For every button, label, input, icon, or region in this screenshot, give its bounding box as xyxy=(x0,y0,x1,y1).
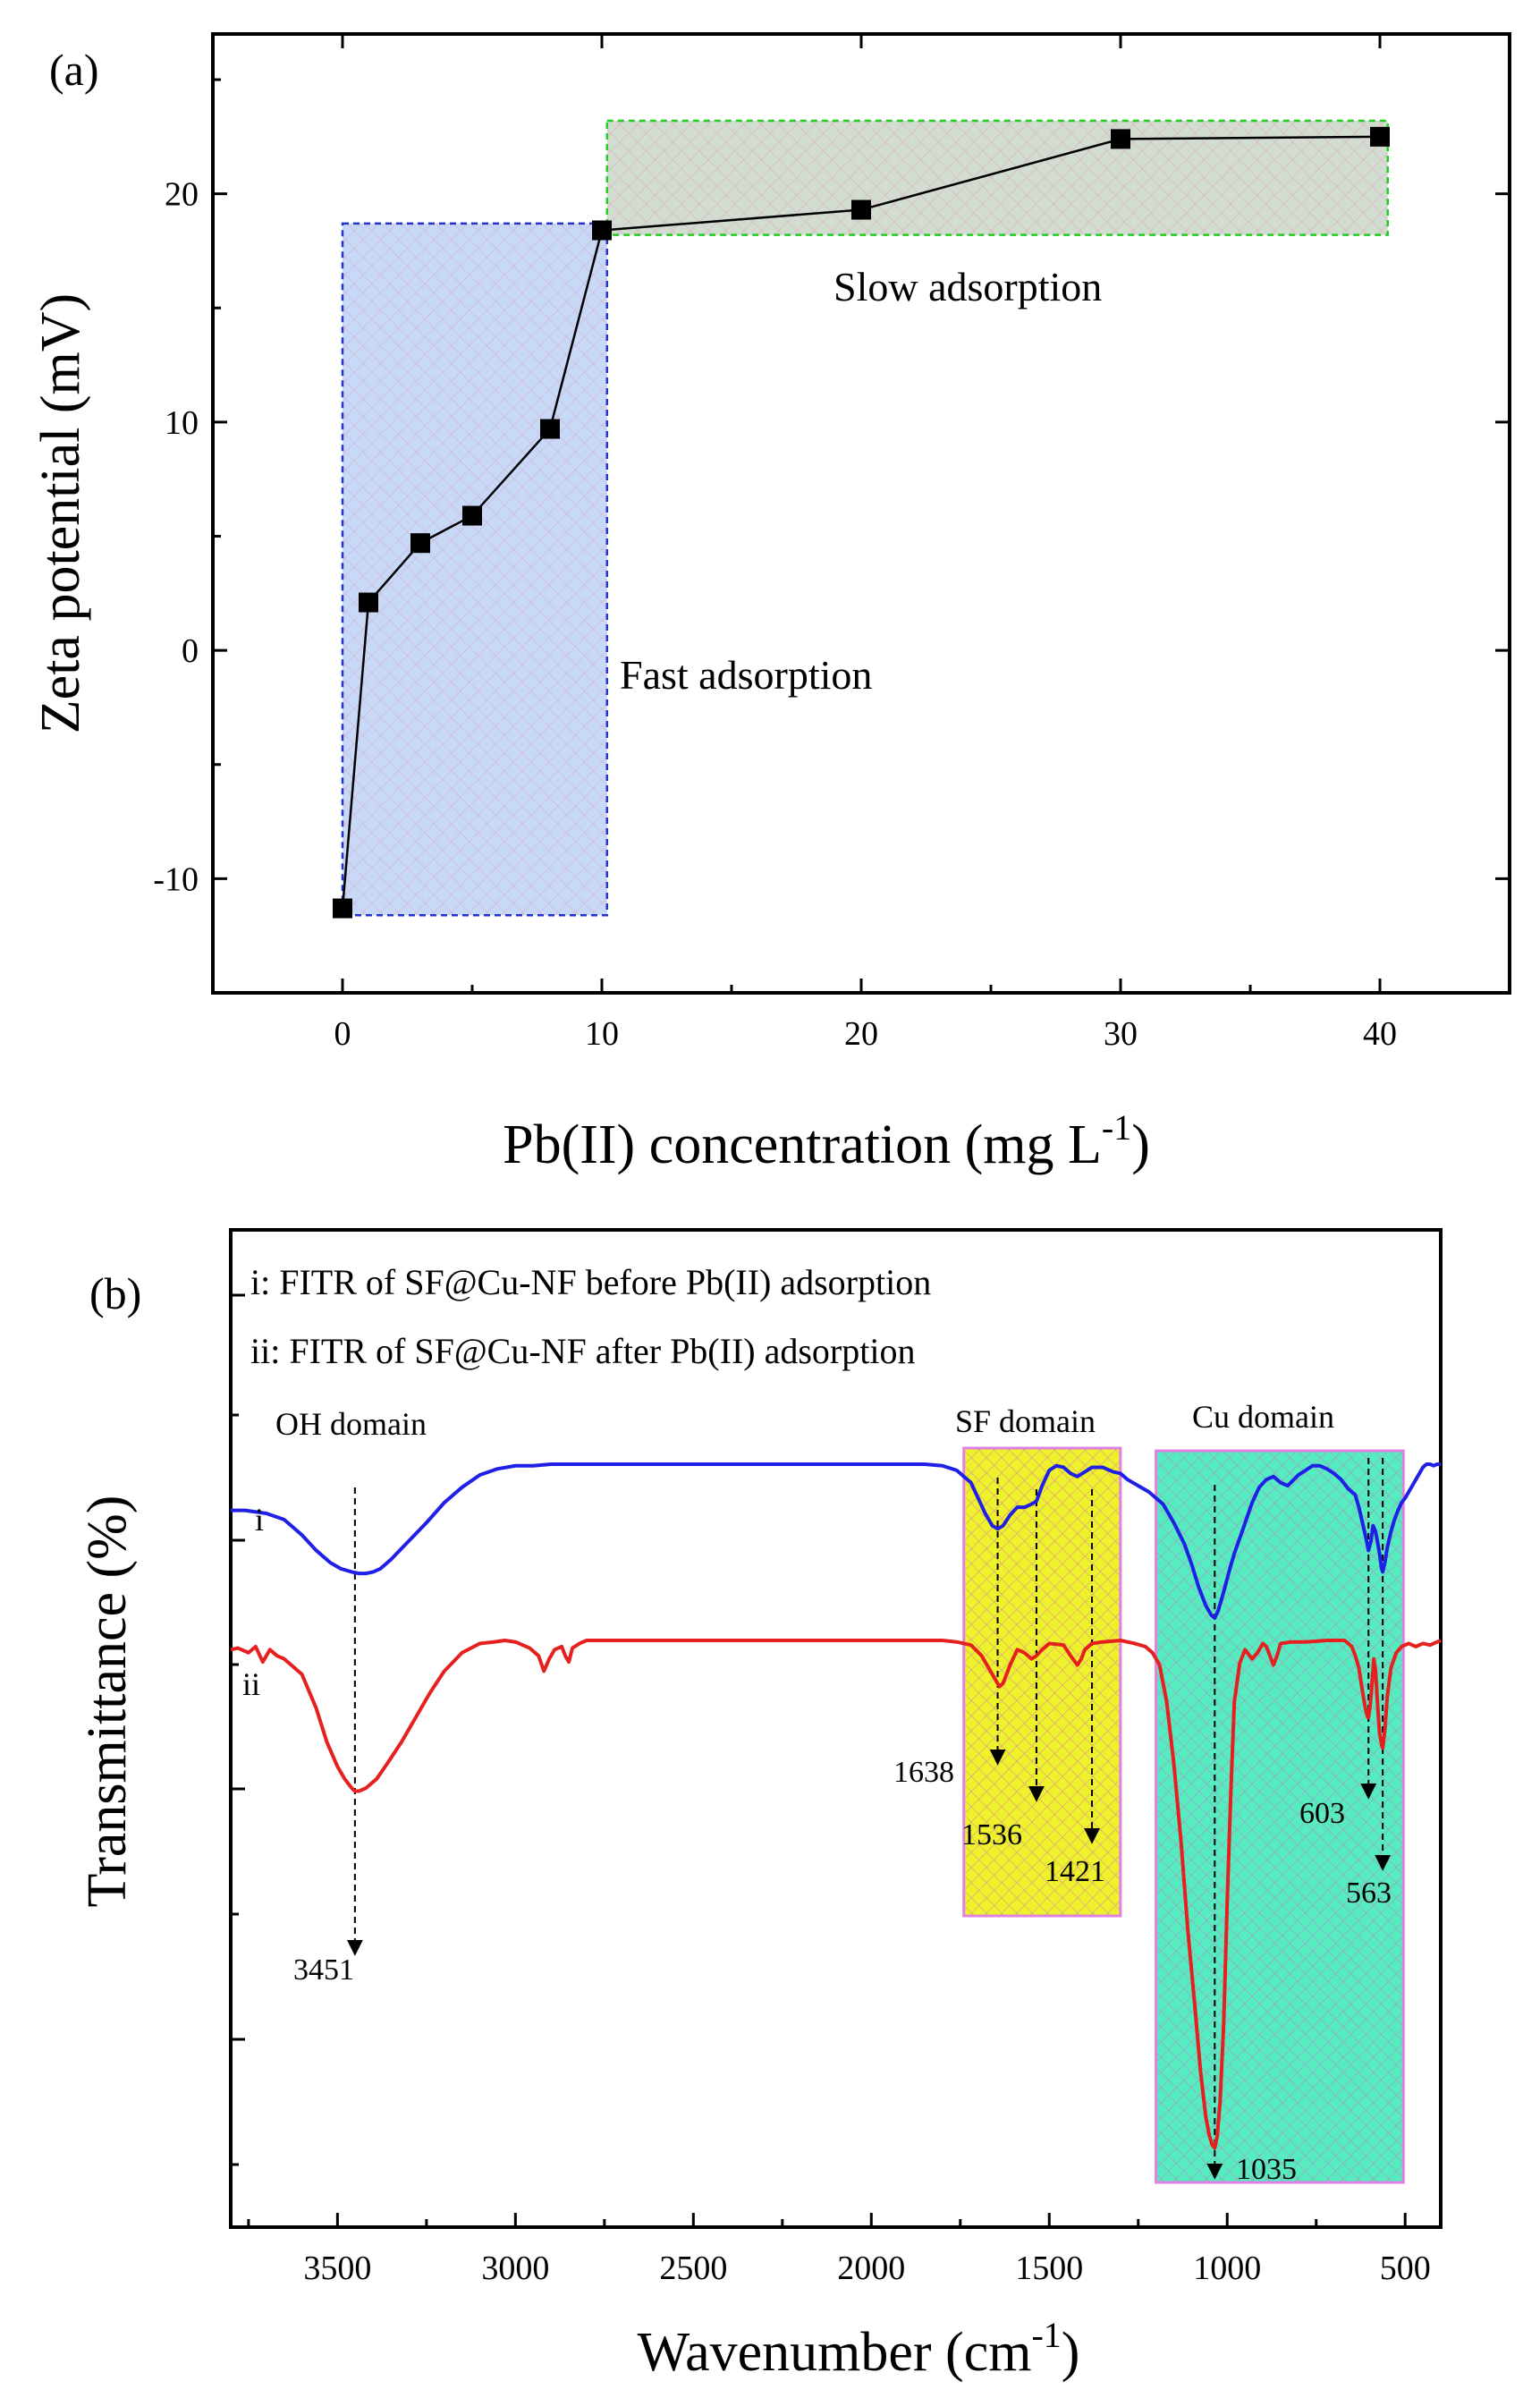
cu-domain-region-hatch xyxy=(1155,1449,1405,2184)
panel-a-x-tick-label: 30 xyxy=(1104,1015,1138,1053)
panel-b-x-tick-label: 2500 xyxy=(659,2250,727,2287)
panel-b: 3500 3000 2500 2000 1500 1000 500 (b) i: FITR … xyxy=(77,1228,1443,2383)
legend-entry-ii: ii: FITR of SF@Cu-NF after Pb(II) adsorp… xyxy=(250,1331,915,1371)
panel-b-x-tick-label: 500 xyxy=(1380,2250,1431,2287)
cu-domain-label: Cu domain xyxy=(1192,1399,1334,1435)
peak-label-563: 563 xyxy=(1346,1877,1392,1910)
sf-domain-label: SF domain xyxy=(955,1403,1096,1439)
fast-adsorption-region-hatch xyxy=(341,222,609,917)
data-point-marker xyxy=(462,505,482,526)
slow-adsorption-label: Slow adsorption xyxy=(833,264,1102,309)
zeta-potential-markers xyxy=(333,126,1390,919)
panel-b-y-axis-title: Transmittance (%) xyxy=(77,1496,138,1908)
panel-b-x-tick-label: 3500 xyxy=(303,2250,371,2287)
panel-a-x-ticks: 0 10 20 30 40 xyxy=(211,34,1511,1053)
peak-guides xyxy=(346,1458,1392,2180)
panel-a-x-tick-label: 20 xyxy=(844,1015,878,1053)
peak-label-1536: 1536 xyxy=(961,1818,1022,1851)
panel-b-x-axis-title-end: ) xyxy=(1062,2322,1080,2383)
panel-a-y-tick-label: 20 xyxy=(165,176,199,214)
slow-adsorption-region-hatch xyxy=(605,119,1389,236)
data-point-marker xyxy=(1111,129,1130,149)
panel-a-x-axis-title-main: Pb(II) concentration (mg L xyxy=(503,1114,1102,1175)
panel-a-y-axis-title: Zeta potential (mV) xyxy=(30,293,91,733)
panel-a-y-tick-label: 0 xyxy=(182,632,199,670)
oh-domain-label: OH domain xyxy=(275,1406,427,1442)
panel-a-regions xyxy=(341,119,1389,917)
panel-a-y-tick-label: -10 xyxy=(153,860,199,898)
panel-b-x-tick-label: 2000 xyxy=(837,2250,905,2287)
peak-label-1421: 1421 xyxy=(1045,1855,1105,1888)
panel-a-x-tick-label: 40 xyxy=(1363,1015,1397,1053)
panel-a-y-tick-label: 10 xyxy=(165,404,199,442)
panel-b-x-tick-label: 1500 xyxy=(1015,2250,1083,2287)
panel-b-y-ticks xyxy=(231,1293,245,2166)
panel-a-x-axis-title-end: ) xyxy=(1131,1114,1150,1175)
fast-adsorption-label: Fast adsorption xyxy=(620,652,872,698)
panel-b-x-ticks: 3500 3000 2500 2000 1500 1000 500 xyxy=(247,2213,1431,2287)
data-point-marker xyxy=(333,898,352,919)
peak-label-1638: 1638 xyxy=(893,1756,954,1789)
peak-label-603: 603 xyxy=(1299,1797,1345,1830)
data-point-marker xyxy=(359,592,378,613)
panel-a-x-tick-label: 10 xyxy=(585,1015,619,1053)
data-point-marker xyxy=(410,533,430,554)
curve-label-i: i xyxy=(255,1502,264,1538)
peak-label-3451: 3451 xyxy=(293,1953,354,1987)
legend-entry-i: i: FITR of SF@Cu-NF before Pb(II) adsorp… xyxy=(250,1262,931,1302)
panel-b-x-tick-label: 1000 xyxy=(1193,2250,1261,2287)
panel-a-x-axis-title-sup: -1 xyxy=(1102,1107,1131,1148)
data-point-marker xyxy=(851,199,871,220)
panel-a: 0 10 20 30 40 -10 0 10 20 (a) Fast adsorption S… xyxy=(30,32,1511,1175)
panel-b-x-axis-title-sup: -1 xyxy=(1031,2315,1061,2355)
panel-a-x-tick-label: 0 xyxy=(334,1015,351,1053)
panel-b-plot-frame xyxy=(229,1228,1443,2229)
spectrum-i-line xyxy=(231,1462,1441,1620)
panel-b-label: (b) xyxy=(89,1268,141,1318)
panel-b-x-axis-title-main: Wavenumber (cm xyxy=(638,2322,1032,2383)
spectrum-ii-line xyxy=(230,1639,1442,2150)
data-point-marker xyxy=(592,220,612,241)
data-point-marker xyxy=(540,419,560,439)
peak-label-1035: 1035 xyxy=(1236,2153,1297,2186)
panel-b-x-tick-label: 3000 xyxy=(481,2250,549,2287)
data-point-marker xyxy=(1370,126,1390,147)
curve-label-ii: ii xyxy=(242,1666,260,1702)
panel-b-x-axis-title: Wavenumber (cm-1) xyxy=(638,2315,1080,2383)
panel-a-y-ticks: -10 0 10 20 xyxy=(153,78,1510,995)
panel-a-x-axis-title: Pb(II) concentration (mg L-1) xyxy=(503,1107,1150,1175)
panel-a-label: (a) xyxy=(49,45,99,95)
